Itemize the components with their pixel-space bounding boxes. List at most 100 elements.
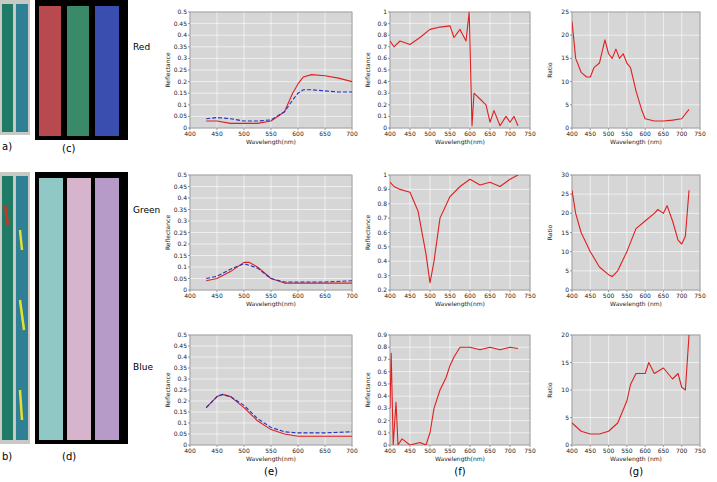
- tick-label: 0.3: [177, 375, 187, 382]
- series-line: [206, 394, 352, 433]
- axis-title: Reflectance: [364, 372, 371, 407]
- column-label: (f): [454, 466, 465, 477]
- plot-area: [572, 335, 700, 445]
- tick-label: 600: [292, 447, 304, 454]
- grid-line: [390, 203, 530, 204]
- tick-label: 550: [444, 130, 456, 137]
- tick-label: 750: [694, 130, 706, 137]
- grid-line: [572, 194, 700, 195]
- tick-label: 700: [346, 447, 358, 454]
- grid-line: [490, 335, 491, 445]
- grid-line: [190, 379, 352, 380]
- tick-label: 700: [676, 447, 688, 454]
- chart: 400450500550600650700750051015202530Wave…: [546, 171, 706, 308]
- photo-b-stripe: [2, 176, 13, 440]
- tick-label: 0.4: [177, 31, 187, 38]
- tick-label: 0.4: [377, 392, 387, 399]
- chart: 40045050055060065070000.050.10.150.20.25…: [164, 171, 358, 308]
- grid-line: [190, 401, 352, 402]
- grid-line: [190, 46, 352, 47]
- tick-label: 0.05: [174, 112, 188, 119]
- tick-label: 0.5: [177, 331, 187, 338]
- tick-label: 0.2: [177, 397, 187, 404]
- grid-line: [470, 335, 471, 445]
- grid-line: [190, 267, 352, 268]
- grid-line: [190, 23, 352, 24]
- tick-label: 650: [658, 130, 670, 137]
- grid-line: [572, 417, 700, 418]
- tick-label: 0.15: [174, 408, 188, 415]
- grid-line: [190, 255, 352, 256]
- series-group: [572, 335, 689, 434]
- grid-line: [190, 35, 352, 36]
- grid-line: [681, 12, 682, 128]
- grid-line: [450, 335, 451, 445]
- axis-title: Reflectance: [164, 215, 171, 250]
- row-label: Red: [133, 42, 150, 52]
- grid-line: [190, 390, 352, 391]
- tick-label: 700: [504, 447, 516, 454]
- tick-label: 700: [504, 292, 516, 299]
- tick-label: 0.5: [177, 171, 187, 178]
- tick-label: 750: [694, 292, 706, 299]
- tick-label: 0.05: [174, 275, 188, 282]
- frame: [190, 175, 352, 290]
- grid-line: [390, 275, 530, 276]
- axis-title: Reflectance: [364, 52, 371, 87]
- image-label: (c): [62, 143, 75, 154]
- tick-label: 0: [383, 441, 387, 448]
- grid-line: [390, 35, 530, 36]
- tick-label: 400: [184, 130, 196, 137]
- photo-a-stripe: [16, 4, 28, 132]
- axis-title: Wavelength(nm): [246, 455, 296, 463]
- grid-line: [608, 12, 609, 128]
- chart: 4004505005506006507007500510152025Wavele…: [546, 8, 706, 146]
- plot-area: [390, 12, 530, 128]
- axis-title: Reflectance: [364, 215, 371, 250]
- marking: [5, 205, 8, 225]
- chart: 40045050055060065070075005101520Waveleng…: [546, 331, 706, 463]
- grid-line: [390, 23, 530, 24]
- photo-b: [0, 172, 30, 444]
- axis-title: Wavelength(nm): [246, 138, 296, 146]
- photo-d-stripe: [39, 178, 63, 440]
- tick-label: 500: [603, 292, 615, 299]
- tick-label: 10: [561, 386, 569, 393]
- series-line: [572, 21, 689, 121]
- axis-title: Ratio: [546, 62, 553, 78]
- grid-line: [390, 232, 530, 233]
- tick-label: 5: [565, 267, 569, 274]
- grid-line: [390, 383, 530, 384]
- tick-label: 400: [384, 130, 396, 137]
- tick-label: 450: [404, 447, 416, 454]
- tick-label: 0.3: [177, 217, 187, 224]
- series-line: [572, 190, 689, 276]
- grid-line: [626, 12, 627, 128]
- series-line: [206, 264, 352, 282]
- tick-label: 0.35: [174, 206, 188, 213]
- grid-line: [572, 362, 700, 363]
- photo-c-stripe: [39, 6, 61, 136]
- chart: 40045050055060065070000.050.10.150.20.25…: [164, 331, 358, 463]
- grid-line: [390, 116, 530, 117]
- axis-title: Ratio: [546, 382, 553, 398]
- grid-line: [390, 70, 530, 71]
- series-line: [390, 12, 518, 126]
- tick-label: 450: [404, 130, 416, 137]
- tick-label: 600: [464, 292, 476, 299]
- tick-label: 0.4: [377, 78, 387, 85]
- grid-line: [590, 12, 591, 128]
- tick-label: 0.7: [377, 355, 387, 362]
- tick-label: 0.3: [177, 54, 187, 61]
- tick-label: 10: [561, 78, 569, 85]
- series-line: [206, 394, 352, 436]
- tick-label: 0.2: [377, 417, 387, 424]
- tick-label: 550: [444, 292, 456, 299]
- tick-label: 650: [658, 447, 670, 454]
- axis-title: Wavelength(nm): [246, 300, 296, 308]
- grid-line: [572, 213, 700, 214]
- series-line: [572, 335, 689, 434]
- grid-line: [510, 335, 511, 445]
- tick-label: 600: [292, 292, 304, 299]
- axis-title: Ratio: [546, 224, 553, 240]
